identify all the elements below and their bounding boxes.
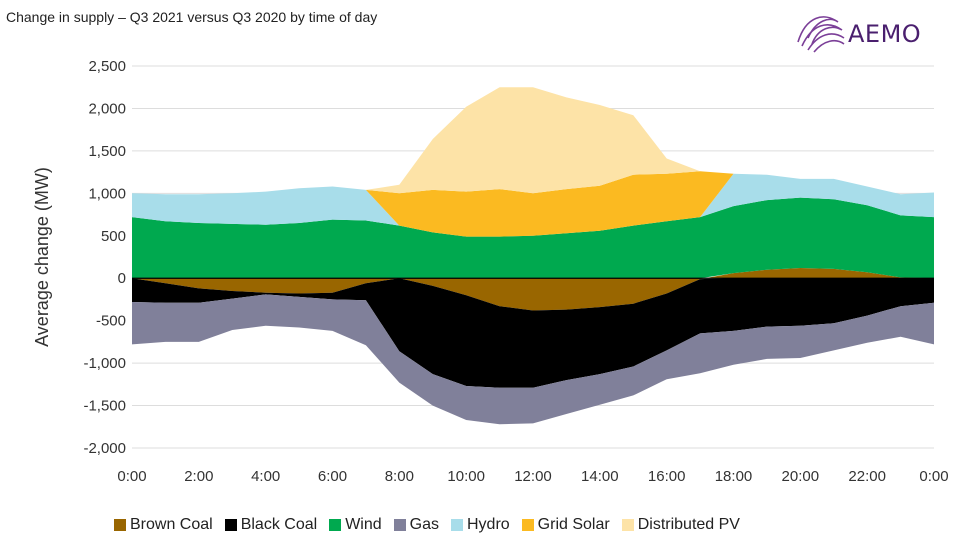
legend-swatch xyxy=(114,519,126,531)
legend-label: Wind xyxy=(345,516,382,533)
x-tick-label: 6:00 xyxy=(318,468,347,485)
legend-item-gas: Gas xyxy=(393,516,439,534)
y-tick-label: -500 xyxy=(96,313,126,330)
legend-item-wind: Wind xyxy=(329,516,382,534)
series-area-hydro xyxy=(132,173,934,237)
chart-title: Change in supply – Q3 2021 versus Q3 202… xyxy=(6,9,378,25)
y-tick-label: 0 xyxy=(118,270,126,287)
aemo-logo-mark-icon xyxy=(797,16,845,53)
legend-item-grid-solar: Grid Solar xyxy=(521,516,610,534)
y-tick-label: -1,000 xyxy=(83,355,126,372)
legend-swatch xyxy=(521,519,534,531)
x-tick-label: 22:00 xyxy=(848,468,886,485)
series-area-wind xyxy=(132,197,934,279)
legend-label: Grid Solar xyxy=(537,516,610,533)
legend-label: Gas xyxy=(409,516,439,533)
legend-item-hydro: Hydro xyxy=(450,516,510,534)
legend-swatch xyxy=(329,519,342,531)
x-tick-label: 12:00 xyxy=(514,468,552,485)
series-area-distributed-pv xyxy=(132,87,934,195)
series-area-black-coal xyxy=(132,278,934,388)
legend-label: Distributed PV xyxy=(637,516,740,533)
x-tick-label: 4:00 xyxy=(251,468,280,485)
y-tick-label: 2,000 xyxy=(88,100,126,117)
x-tick-label: 20:00 xyxy=(782,468,820,485)
chart-legend: Brown Coal Black Coal Wind Gas Hydro Grid Sol… xyxy=(114,516,740,534)
y-tick-label: -1,500 xyxy=(83,398,126,415)
y-axis-label: Average change (MW) xyxy=(32,167,52,347)
y-tick-label: 1,000 xyxy=(88,185,126,202)
legend-swatch xyxy=(224,519,237,531)
legend-swatch xyxy=(450,519,463,531)
y-tick-label: 500 xyxy=(101,228,126,245)
x-tick-label: 18:00 xyxy=(715,468,753,485)
series-area-grid-solar xyxy=(132,171,934,237)
x-tick-label: 10:00 xyxy=(447,468,485,485)
legend-label: Brown Coal xyxy=(130,516,213,533)
x-tick-label: 16:00 xyxy=(648,468,686,485)
aemo-logo: AEMO xyxy=(794,8,944,56)
x-tick-label: 14:00 xyxy=(581,468,619,485)
x-tick-label: 0:00 xyxy=(117,468,146,485)
legend-label: Black Coal xyxy=(240,516,318,533)
legend-swatch xyxy=(393,519,406,531)
legend-item-black-coal: Black Coal xyxy=(224,516,318,534)
legend-label: Hydro xyxy=(466,516,510,533)
y-tick-label: 2,500 xyxy=(88,58,126,75)
x-tick-label: 2:00 xyxy=(184,468,213,485)
x-tick-label: 0:00 xyxy=(919,468,948,485)
legend-item-distributed-pv: Distributed PV xyxy=(621,516,740,534)
aemo-logo-text: AEMO xyxy=(848,20,922,48)
legend-item-brown-coal: Brown Coal xyxy=(114,516,213,534)
y-tick-label: 1,500 xyxy=(88,143,126,160)
y-tick-label: -2,000 xyxy=(83,440,126,457)
x-tick-label: 8:00 xyxy=(385,468,414,485)
series-area-gas xyxy=(132,294,934,425)
legend-swatch xyxy=(621,519,634,531)
